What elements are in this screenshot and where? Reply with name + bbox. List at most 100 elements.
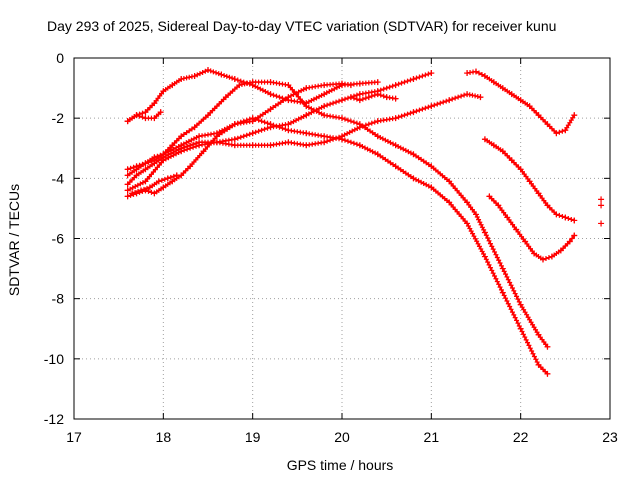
data-point (142, 115, 149, 122)
data-point (513, 226, 520, 233)
x-tick-labels: 17 18 19 20 21 22 23 (66, 429, 618, 445)
data-point (356, 142, 363, 149)
data-point (535, 190, 542, 197)
data-point (531, 250, 538, 257)
data-point (544, 202, 551, 209)
series-track-11 (481, 136, 578, 224)
data-point (339, 80, 345, 87)
data-point (160, 88, 167, 95)
data-point (151, 160, 158, 167)
data-point (347, 94, 354, 101)
data-point (598, 196, 605, 203)
data-point (490, 142, 497, 149)
data-point (213, 139, 220, 146)
data-point (191, 124, 198, 131)
data-point (481, 253, 488, 260)
y-tick-label: -12 (44, 411, 64, 427)
data-point (133, 112, 140, 119)
data-point (571, 232, 578, 239)
data-point (249, 142, 256, 149)
series-markers (486, 193, 577, 263)
data-point (321, 103, 328, 110)
data-point (535, 112, 542, 119)
data-point (151, 100, 158, 107)
data-point (356, 97, 363, 104)
y-tick-label: -6 (52, 231, 65, 247)
data-point (428, 70, 435, 77)
data-point (142, 160, 149, 167)
data-point (303, 85, 310, 92)
data-point (303, 130, 310, 137)
data-point (339, 97, 345, 104)
data-series (124, 67, 605, 377)
data-point (374, 133, 381, 140)
x-tick-label: 19 (245, 429, 261, 445)
data-point (562, 214, 569, 221)
data-point (164, 175, 171, 182)
data-point (392, 142, 399, 149)
data-point (557, 247, 564, 254)
data-point (365, 94, 372, 101)
data-point (267, 91, 274, 98)
data-point (303, 142, 310, 149)
series-track-13 (598, 196, 605, 227)
data-point (517, 325, 524, 332)
data-point (173, 172, 180, 179)
axis-ticks (73, 57, 611, 420)
data-point (540, 256, 546, 263)
data-point (499, 289, 506, 296)
data-point (285, 121, 292, 128)
data-point (169, 178, 176, 185)
data-point (142, 109, 149, 116)
data-point (356, 91, 363, 98)
data-point (231, 142, 238, 149)
series-track-1 (124, 67, 381, 125)
data-point (285, 82, 292, 89)
series-markers (125, 70, 434, 193)
data-point (124, 166, 131, 173)
data-point (499, 265, 506, 272)
data-point (151, 154, 158, 161)
data-point (124, 193, 131, 200)
data-point (526, 178, 533, 185)
data-point (142, 178, 149, 185)
data-point (347, 82, 354, 89)
data-point (267, 142, 274, 149)
data-point (481, 73, 488, 80)
data-point (178, 142, 185, 149)
data-point (392, 163, 399, 170)
data-point (142, 166, 149, 173)
data-point (133, 172, 140, 179)
data-point (499, 148, 506, 155)
data-point (553, 130, 560, 137)
series-track-2 (124, 109, 164, 125)
data-point (321, 139, 328, 146)
data-point (477, 94, 484, 101)
data-point (187, 163, 194, 170)
data-point (428, 163, 435, 170)
data-point (522, 238, 529, 245)
data-point (231, 136, 238, 143)
y-axis-label: SDTVAR / TECUs (6, 184, 22, 296)
data-point (473, 211, 479, 218)
data-point (151, 190, 158, 197)
data-point (598, 202, 605, 209)
data-point (178, 76, 185, 83)
data-point (267, 124, 274, 131)
data-point (157, 109, 164, 116)
data-point (374, 118, 381, 125)
data-point (428, 184, 435, 191)
data-point (285, 139, 292, 146)
data-point (571, 112, 578, 119)
series-markers (125, 115, 550, 377)
y-tick-label: -2 (52, 110, 65, 126)
data-point (504, 214, 511, 221)
data-point (392, 115, 399, 122)
data-point (151, 115, 158, 122)
data-point (231, 76, 238, 83)
y-tick-label: -10 (44, 351, 64, 367)
series-markers (125, 79, 550, 350)
x-tick-label: 17 (66, 429, 82, 445)
data-point (231, 121, 238, 128)
